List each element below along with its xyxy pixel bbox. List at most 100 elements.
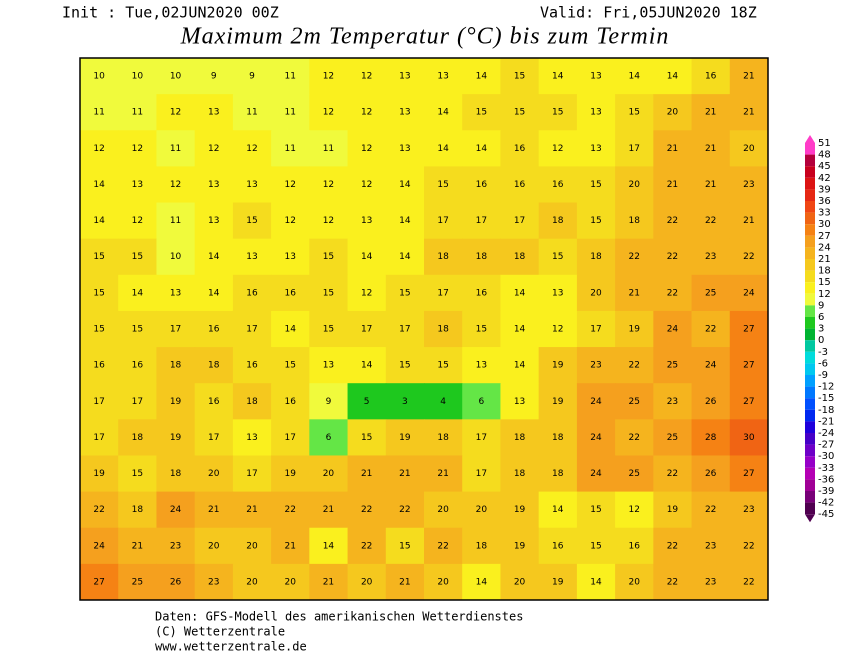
- colorbar-swatch: [805, 189, 815, 201]
- temperature-value: 16: [514, 144, 526, 154]
- temperature-value: 19: [284, 469, 296, 479]
- temperature-value: 22: [667, 577, 678, 587]
- temperature-value: 22: [361, 505, 372, 515]
- temperature-cell: [538, 166, 578, 204]
- temperature-cell: [156, 202, 196, 240]
- temperature-cell: [194, 274, 234, 312]
- temperature-value: 21: [399, 577, 410, 587]
- temperature-value: 6: [326, 433, 332, 443]
- temperature-cell: [271, 94, 310, 131]
- temperature-value: 26: [705, 469, 717, 479]
- temperature-cell: [653, 94, 693, 131]
- colorbar-label: 27: [818, 231, 831, 242]
- temperature-value: 10: [170, 252, 182, 262]
- temperature-cell: [576, 419, 616, 456]
- temperature-value: 22: [399, 505, 410, 515]
- colorbar-label: 45: [818, 161, 831, 172]
- temperature-value: 11: [170, 144, 181, 154]
- temperature-cell: [729, 238, 769, 276]
- temperature-value: 19: [552, 361, 564, 371]
- temperature-cell: [347, 491, 387, 529]
- temperature-cell: [500, 383, 540, 420]
- website: www.wetterzentrale.de: [155, 640, 307, 654]
- temperature-value: 13: [399, 108, 410, 118]
- temperature-cell: [576, 130, 616, 167]
- temperature-value: 19: [667, 505, 679, 515]
- temperature-cell: [615, 563, 654, 601]
- temperature-value: 19: [170, 397, 182, 407]
- temperature-value: 21: [284, 541, 295, 551]
- temperature-cell: [156, 58, 196, 95]
- temperature-value: 12: [323, 180, 334, 190]
- colorbar-label: 24: [818, 242, 831, 253]
- temperature-cell: [80, 130, 119, 167]
- temperature-value: 14: [399, 180, 411, 190]
- temperature-cell: [729, 419, 769, 456]
- temperature-cell: [424, 130, 463, 167]
- temperature-value: 21: [323, 505, 334, 515]
- temperature-cell: [232, 238, 272, 276]
- temperature-cell: [653, 58, 693, 95]
- temperature-value: 22: [705, 325, 716, 335]
- temperature-value: 12: [132, 144, 143, 154]
- temperature-cell: [729, 383, 769, 420]
- temperature-cell: [194, 491, 234, 529]
- temperature-value: 17: [246, 325, 257, 335]
- temperature-cell: [347, 58, 387, 95]
- temperature-cell: [500, 310, 540, 348]
- temperature-value: 21: [361, 469, 372, 479]
- temperature-value: 23: [705, 577, 716, 587]
- temperature-cell: [80, 238, 119, 276]
- temperature-cell: [653, 202, 693, 240]
- temperature-value: 14: [323, 541, 335, 551]
- temperature-value: 15: [514, 108, 525, 118]
- temperature-cell: [347, 527, 387, 565]
- temperature-cell: [118, 563, 157, 601]
- colorbar-label: -9: [818, 370, 828, 381]
- temperature-value: 15: [399, 288, 410, 298]
- temperature-value: 18: [628, 216, 640, 226]
- temperature-cell: [194, 419, 234, 456]
- temperature-cell: [462, 383, 501, 420]
- temperature-value: 22: [284, 505, 295, 515]
- temperature-cell: [194, 130, 234, 167]
- temperature-value: 14: [361, 361, 373, 371]
- temperature-value: 17: [476, 216, 487, 226]
- colorbar-swatch: [805, 317, 815, 329]
- temperature-cell: [653, 166, 693, 204]
- temperature-value: 16: [208, 325, 220, 335]
- temperature-value: 12: [323, 108, 334, 118]
- temperature-cell: [500, 347, 540, 384]
- temperature-value: 14: [437, 108, 449, 118]
- colorbar-label: 0: [818, 335, 824, 346]
- temperature-value: 12: [552, 144, 563, 154]
- temperature-cell: [615, 166, 654, 204]
- colorbar-swatch: [805, 143, 815, 155]
- temperature-value: 28: [705, 433, 717, 443]
- temperature-value: 22: [361, 541, 372, 551]
- temperature-value: 15: [93, 252, 104, 262]
- temperature-value: 13: [170, 288, 181, 298]
- temperature-value: 16: [246, 361, 258, 371]
- temperature-value: 15: [476, 325, 487, 335]
- temperature-cell: [500, 563, 540, 601]
- temperature-cell: [538, 130, 578, 167]
- temperature-cell: [80, 527, 119, 565]
- temperature-cell: [80, 419, 119, 456]
- temperature-value: 15: [323, 288, 334, 298]
- temperature-value: 17: [590, 325, 601, 335]
- temperature-value: 20: [476, 505, 488, 515]
- map-title: Maximum 2m Temperatur (°C) bis zum Termi…: [180, 24, 670, 50]
- temperature-cell: [691, 274, 731, 312]
- temperature-value: 10: [93, 72, 105, 82]
- temperature-value: 4: [440, 397, 446, 407]
- temperature-value: 24: [170, 505, 182, 515]
- temperature-value: 20: [361, 577, 373, 587]
- temperature-value: 17: [361, 325, 372, 335]
- temperature-cell: [462, 419, 501, 456]
- temperature-cell: [385, 166, 425, 204]
- temperature-value: 20: [628, 180, 640, 190]
- temperature-cell: [462, 238, 501, 276]
- temperature-cell: [232, 310, 272, 348]
- temperature-value: 15: [590, 505, 601, 515]
